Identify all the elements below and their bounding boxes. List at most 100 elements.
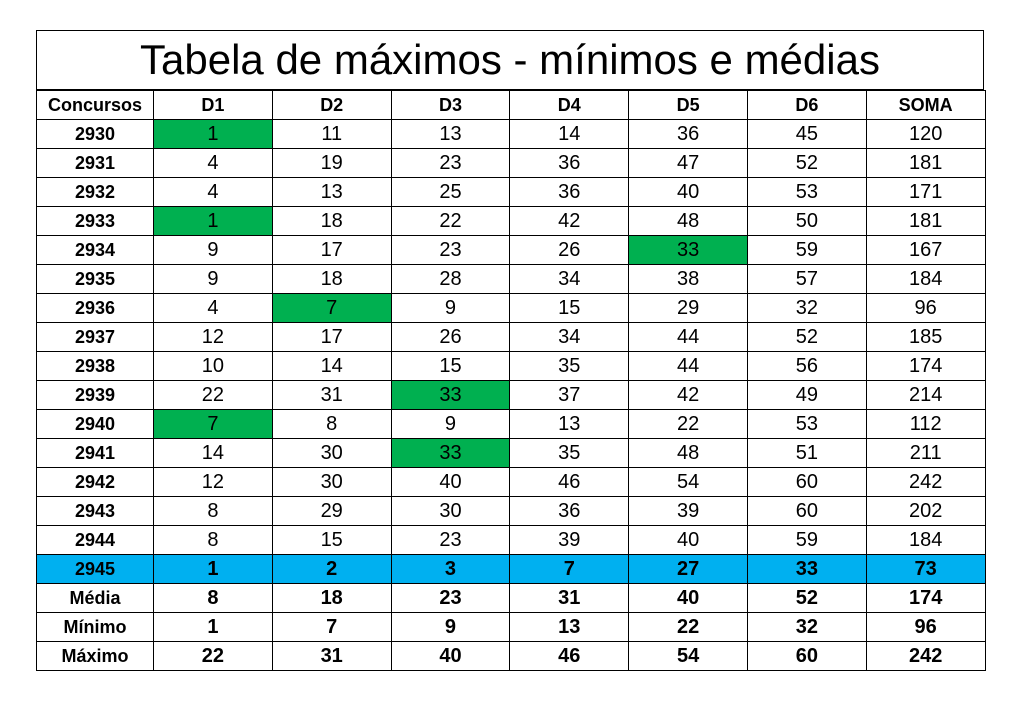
column-header: D4: [509, 90, 630, 120]
table-cell: 7: [509, 554, 630, 584]
table-cell: 202: [865, 496, 986, 526]
table-cell: 40: [390, 641, 511, 671]
table-cell: 53: [746, 409, 867, 439]
table-row: 2937 12 17 26 34 44 52 185: [36, 322, 986, 352]
table-cell: 46: [509, 641, 630, 671]
table-cell: 59: [746, 235, 867, 265]
table-cell: 57: [746, 264, 867, 294]
table-row-label: 2938: [36, 351, 154, 381]
table-cell: 7: [153, 409, 273, 439]
table-cell: 30: [271, 467, 392, 497]
table-cell: 1: [153, 612, 273, 642]
table-cell: 30: [271, 438, 392, 468]
table-cell: 33: [390, 380, 511, 410]
table-cell: 22: [390, 206, 511, 236]
table-cell: 34: [509, 264, 630, 294]
table-cell: 40: [628, 583, 748, 613]
table-row: 2931 4 19 23 36 47 52 181: [36, 148, 986, 178]
table-cell: 22: [628, 409, 748, 439]
table-cell: 1: [153, 554, 273, 584]
table-cell: 44: [628, 322, 748, 352]
table-row-label: 2932: [36, 177, 154, 207]
table-cell: 33: [746, 554, 867, 584]
table-cell: 22: [628, 612, 748, 642]
table-cell: 32: [746, 293, 867, 323]
table-cell: 35: [509, 351, 630, 381]
table-cell: 2: [271, 554, 392, 584]
column-header: D3: [390, 90, 511, 120]
table-row-label: 2930: [36, 119, 154, 149]
table-cell: 181: [865, 148, 986, 178]
table-cell: 171: [865, 177, 986, 207]
results-sheet: Tabela de máximos - mínimos e médias Con…: [36, 30, 986, 671]
table-cell: 9: [390, 293, 511, 323]
header-row: Concursos D1 D2 D3 D4 D5 D6 SOMA: [36, 90, 986, 120]
table-cell: 22: [153, 641, 273, 671]
table-cell: 174: [865, 351, 986, 381]
table-row-label: 2943: [36, 496, 154, 526]
table-cell: 56: [746, 351, 867, 381]
table-cell: 23: [390, 525, 511, 555]
table-cell: 1: [153, 119, 273, 149]
table-cell: 30: [390, 496, 511, 526]
table-cell: 53: [746, 177, 867, 207]
table-row-label: 2942: [36, 467, 154, 497]
table-row: 2939 22 31 33 37 42 49 214: [36, 380, 986, 410]
table-cell: 13: [271, 177, 392, 207]
table-cell: 174: [865, 583, 986, 613]
table-cell: 96: [865, 293, 986, 323]
table-cell: 242: [865, 641, 986, 671]
table-row: 2930 1 11 13 14 36 45 120: [36, 119, 986, 149]
results-table: Concursos D1 D2 D3 D4 D5 D6 SOMA 2930 1 11 13 14 36 4…: [36, 90, 986, 671]
table-cell: 44: [628, 351, 748, 381]
table-row-label: 2937: [36, 322, 154, 352]
table-row: 2942 12 30 40 46 54 60 242: [36, 467, 986, 497]
table-cell: 8: [153, 583, 273, 613]
table-cell: 120: [865, 119, 986, 149]
table-cell: 48: [628, 206, 748, 236]
table-cell: 14: [153, 438, 273, 468]
summary-row-label: Média: [36, 583, 154, 613]
table-cell: 8: [153, 496, 273, 526]
table-row: 2944 8 15 23 39 40 59 184: [36, 525, 986, 555]
table-cell: 25: [390, 177, 511, 207]
table-cell: 52: [746, 583, 867, 613]
table-cell: 73: [865, 554, 986, 584]
table-cell: 12: [153, 467, 273, 497]
table-cell: 33: [628, 235, 748, 265]
table-cell: 32: [746, 612, 867, 642]
table-cell: 52: [746, 148, 867, 178]
table-cell: 28: [390, 264, 511, 294]
table-row: 2936 4 7 9 15 29 32 96: [36, 293, 986, 323]
table-cell: 38: [628, 264, 748, 294]
summary-row-label: Mínimo: [36, 612, 154, 642]
table-cell: 4: [153, 177, 273, 207]
table-cell: 13: [509, 612, 630, 642]
table-cell: 8: [153, 525, 273, 555]
table-cell: 184: [865, 525, 986, 555]
table-cell: 15: [390, 351, 511, 381]
table-cell: 184: [865, 264, 986, 294]
table-row: 2932 4 13 25 36 40 53 171: [36, 177, 986, 207]
table-row: 2935 9 18 28 34 38 57 184: [36, 264, 986, 294]
table-row-label: 2944: [36, 525, 154, 555]
table-row: 2941 14 30 33 35 48 51 211: [36, 438, 986, 468]
table-cell: 15: [509, 293, 630, 323]
table-cell: 52: [746, 322, 867, 352]
table-cell: 39: [509, 525, 630, 555]
table-cell: 112: [865, 409, 986, 439]
table-row-label: 2934: [36, 235, 154, 265]
table-cell: 9: [153, 235, 273, 265]
table-cell: 4: [153, 148, 273, 178]
table-cell: 23: [390, 583, 511, 613]
table-cell: 34: [509, 322, 630, 352]
column-header: SOMA: [865, 90, 986, 120]
table-cell: 18: [271, 206, 392, 236]
table-cell: 19: [271, 148, 392, 178]
table-cell: 46: [509, 467, 630, 497]
table-row-label: 2933: [36, 206, 154, 236]
table-cell: 10: [153, 351, 273, 381]
table-cell: 9: [153, 264, 273, 294]
table-cell: 15: [271, 525, 392, 555]
table-cell: 45: [746, 119, 867, 149]
